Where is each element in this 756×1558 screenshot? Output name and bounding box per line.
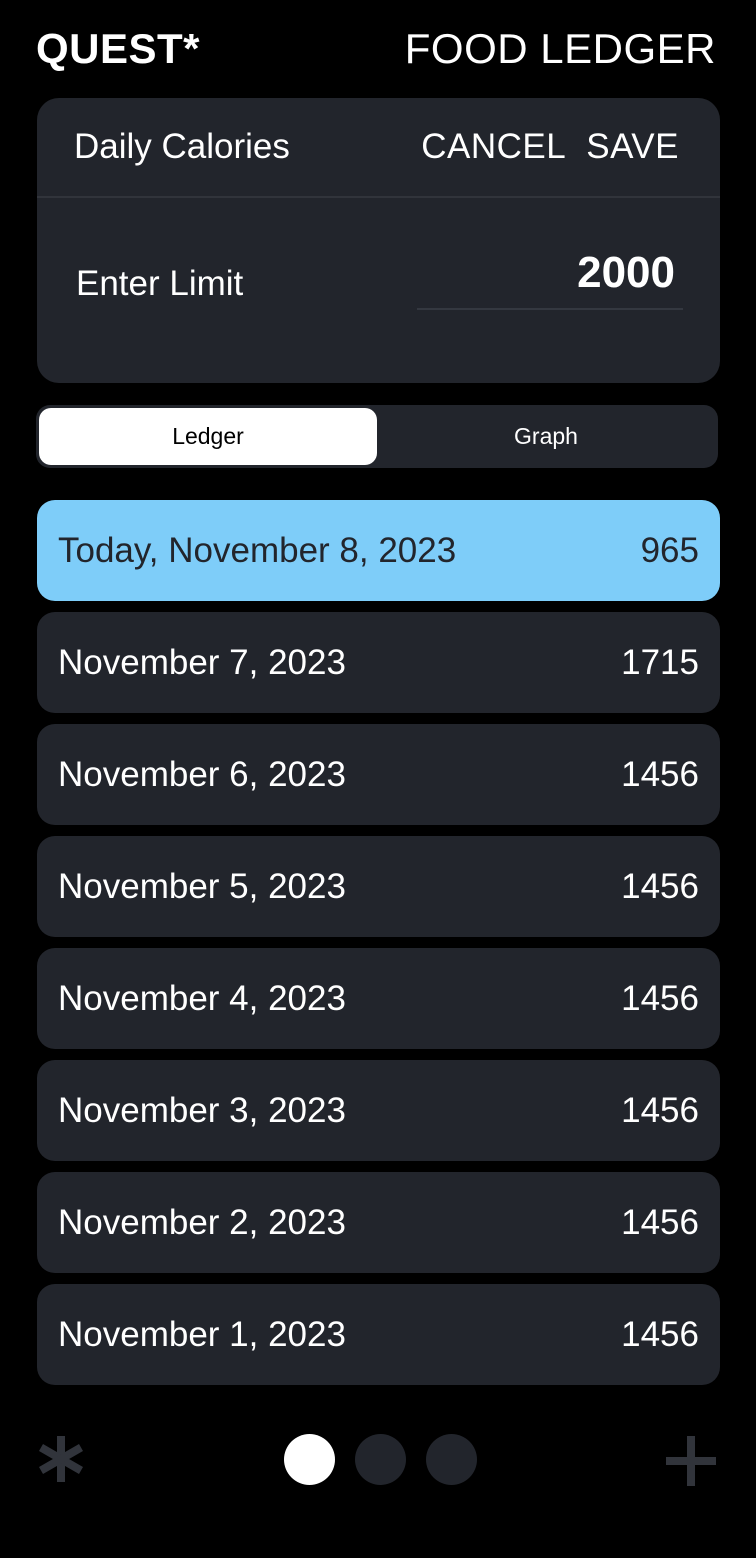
page-title: FOOD LEDGER [404,25,716,72]
card-header: Daily Calories CANCEL SAVE [37,98,720,198]
ledger-row[interactable]: November 6, 2023 1456 [37,724,720,825]
page-dot-2[interactable] [355,1434,406,1485]
ledger-calories: 1715 [621,642,699,682]
ledger-row[interactable]: November 5, 2023 1456 [37,836,720,937]
ledger-date: November 4, 2023 [58,978,346,1018]
ledger-row[interactable]: November 2, 2023 1456 [37,1172,720,1273]
card-body: Enter Limit [37,198,720,381]
page-dot-1[interactable] [284,1434,335,1485]
ledger-calories: 1456 [621,1314,699,1354]
ledger-date: November 6, 2023 [58,754,346,794]
brand-logo: QUEST* [36,25,201,72]
daily-calories-card: Daily Calories CANCEL SAVE Enter Limit [37,98,720,383]
ledger-date: November 2, 2023 [58,1202,346,1242]
app-header: QUEST* FOOD LEDGER [36,24,716,74]
ledger-row[interactable]: November 4, 2023 1456 [37,948,720,1049]
ledger-date: November 7, 2023 [58,642,346,682]
bottom-nav [0,1430,756,1490]
ledger-date: Today, November 8, 2023 [58,530,457,570]
ledger-calories: 1456 [621,754,699,794]
ledger-calories: 965 [640,530,699,570]
tab-ledger[interactable]: Ledger [39,408,377,465]
ledger-date: November 5, 2023 [58,866,346,906]
ledger-row[interactable]: November 7, 2023 1715 [37,612,720,713]
ledger-row-today[interactable]: Today, November 8, 2023 965 [37,500,720,601]
card-title: Daily Calories [74,127,290,166]
save-button[interactable]: SAVE [586,127,679,166]
page-indicator [284,1434,477,1485]
page-dot-3[interactable] [426,1434,477,1485]
ledger-row[interactable]: November 1, 2023 1456 [37,1284,720,1385]
ledger-row[interactable]: November 3, 2023 1456 [37,1060,720,1161]
ledger-calories: 1456 [621,978,699,1018]
ledger-date: November 3, 2023 [58,1090,346,1130]
limit-label: Enter Limit [76,264,244,303]
ledger-calories: 1456 [621,866,699,906]
ledger-list: Today, November 8, 2023 965 November 7, … [37,500,720,1396]
cancel-button[interactable]: CANCEL [421,127,567,166]
card-actions: CANCEL SAVE [421,127,679,167]
calorie-limit-input[interactable] [417,238,683,310]
ledger-calories: 1456 [621,1090,699,1130]
ledger-date: November 1, 2023 [58,1314,346,1354]
tab-graph[interactable]: Graph [514,423,578,449]
plus-icon[interactable] [664,1434,718,1488]
asterisk-icon[interactable] [34,1432,88,1486]
ledger-calories: 1456 [621,1202,699,1242]
view-switcher: Ledger Graph [36,405,718,468]
